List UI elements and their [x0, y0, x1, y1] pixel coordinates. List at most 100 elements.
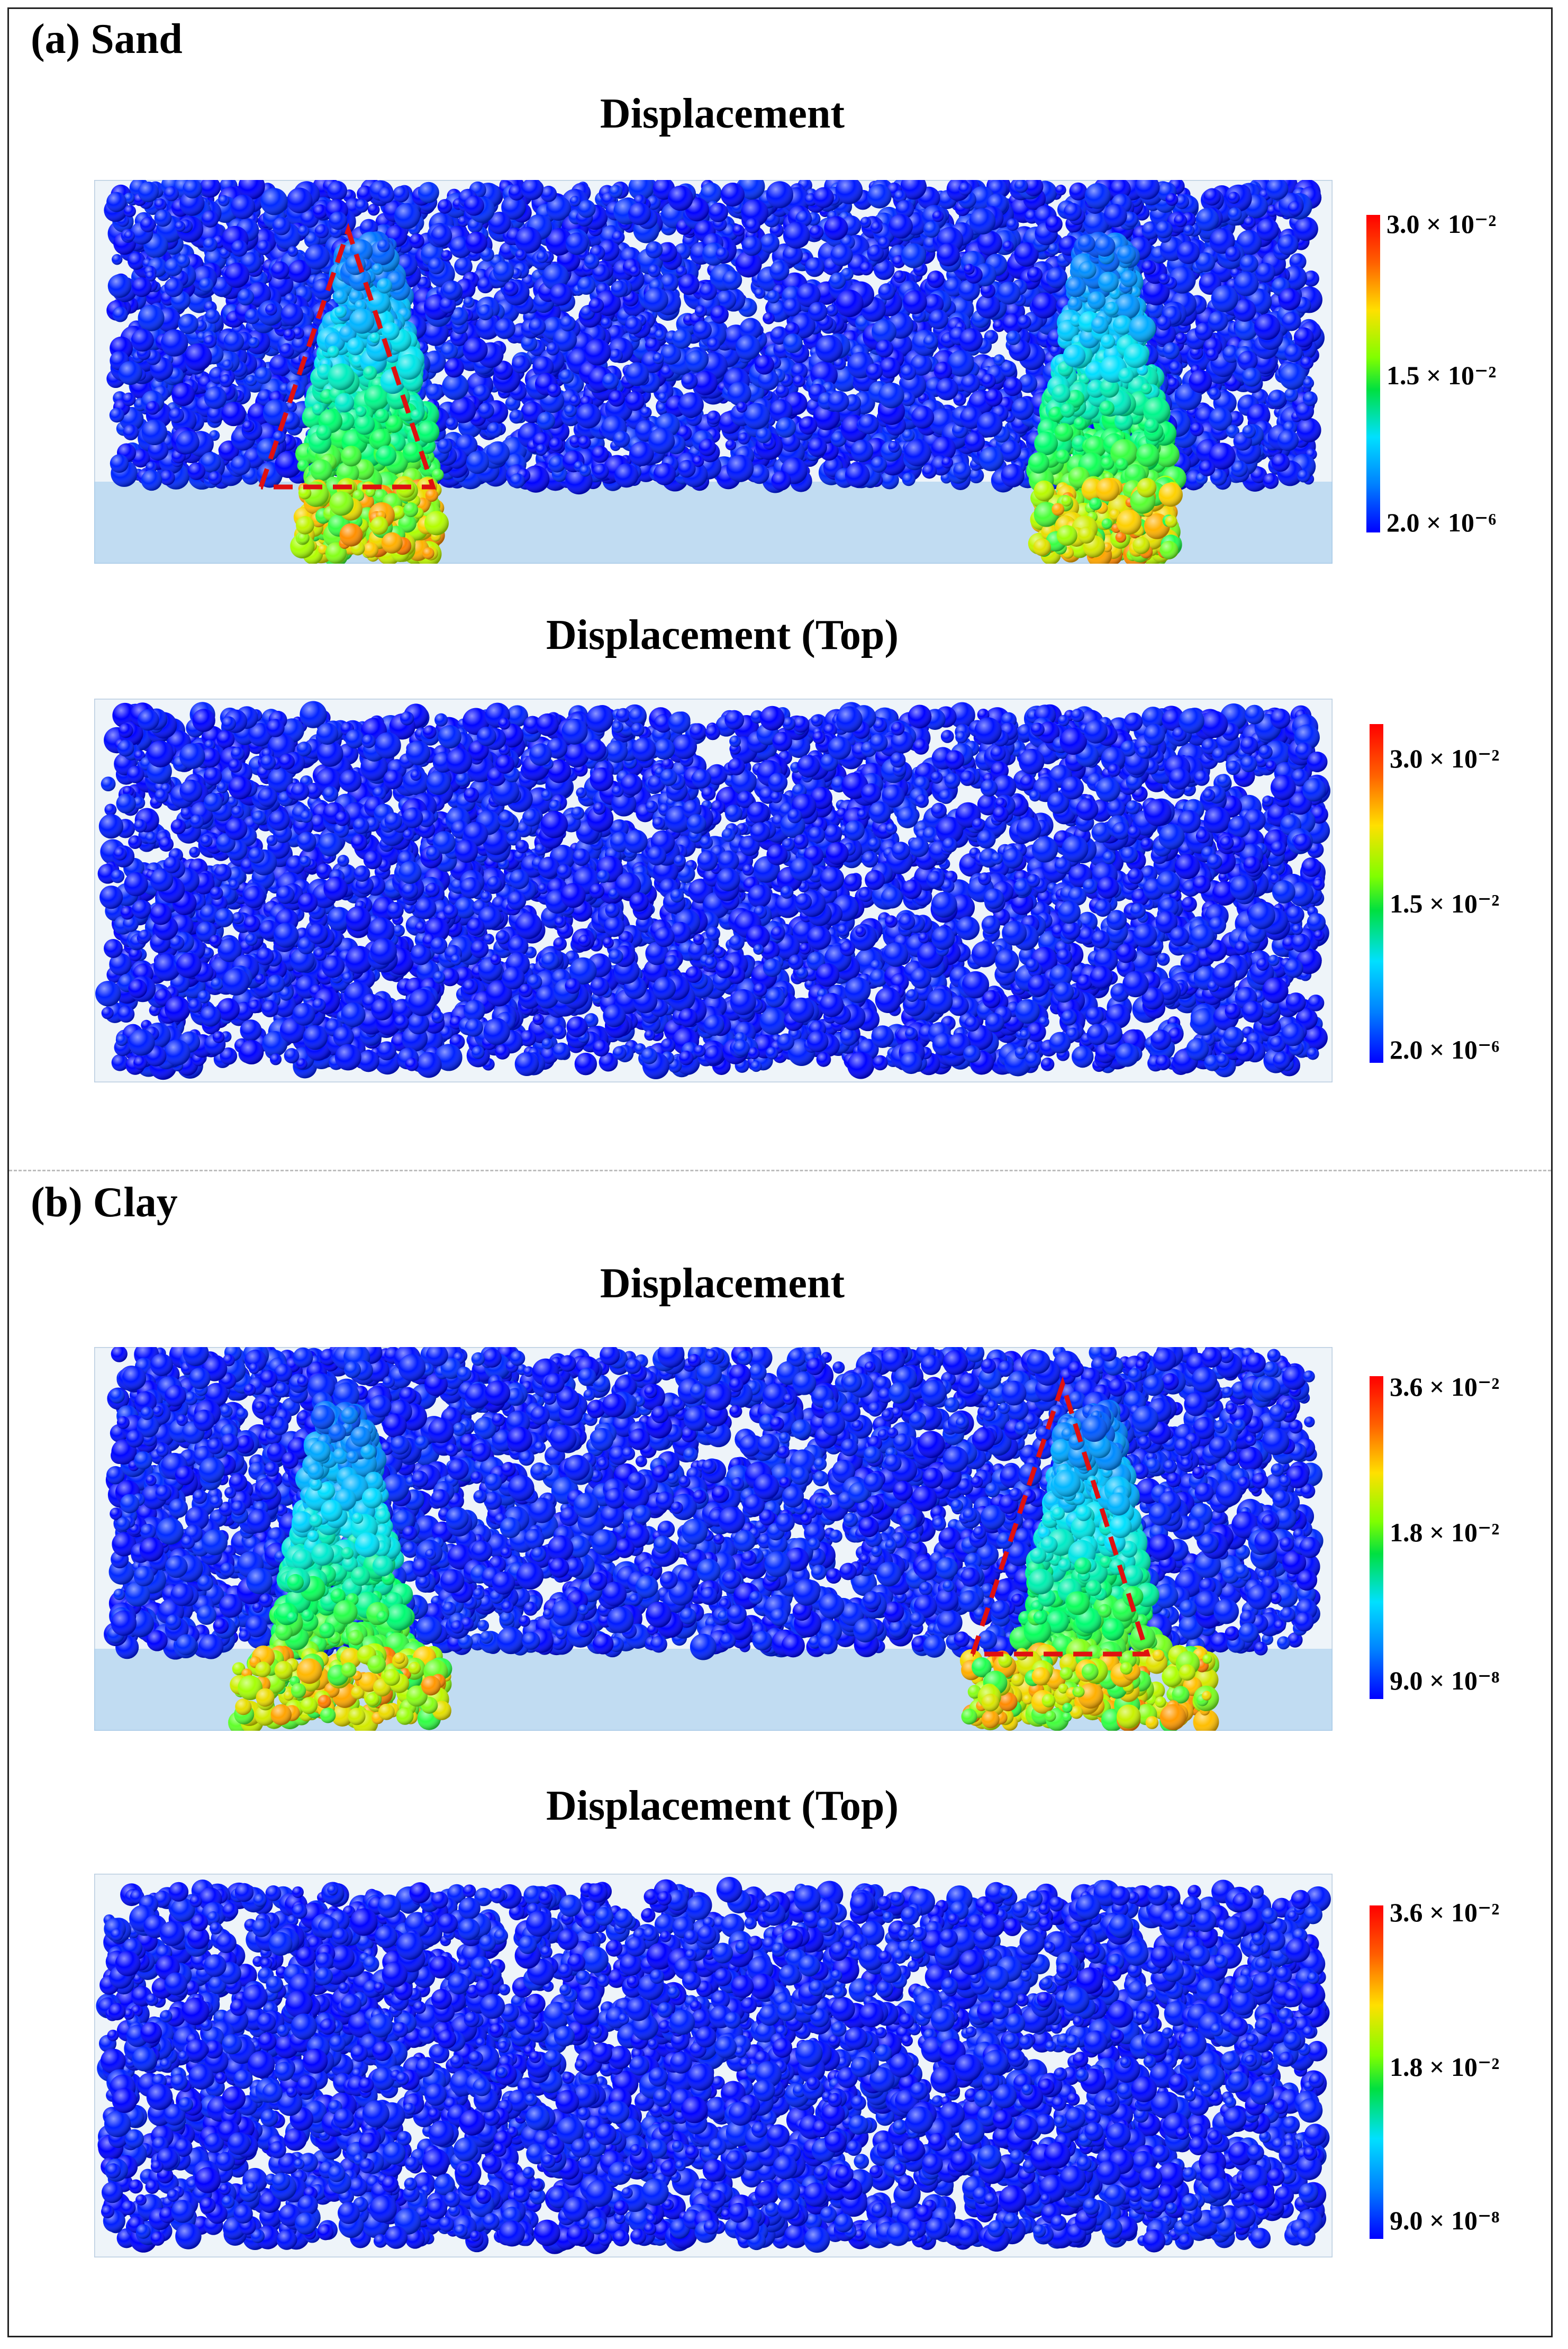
soil-particle — [699, 438, 717, 456]
soil-particle — [231, 240, 248, 257]
soil-particle — [146, 401, 160, 415]
soil-particle — [140, 216, 156, 232]
soil-particle — [417, 420, 440, 444]
soil-particle — [203, 335, 217, 348]
soil-particle — [1279, 363, 1306, 390]
soil-particle — [923, 221, 940, 238]
soil-particle — [127, 252, 146, 270]
soil-particle — [224, 263, 250, 288]
soil-particle — [132, 277, 152, 297]
soil-particle — [953, 462, 971, 480]
soil-particle — [1300, 356, 1314, 369]
soil-particle — [722, 270, 742, 290]
soil-particle — [775, 417, 796, 438]
soil-particle — [1104, 302, 1119, 316]
soil-particle — [614, 463, 639, 488]
soil-particle — [549, 437, 563, 452]
soil-particle — [1231, 460, 1248, 477]
soil-particle — [304, 244, 330, 270]
soil-particle — [977, 411, 1003, 438]
soil-particle — [205, 309, 220, 324]
soil-particle — [830, 243, 853, 267]
soil-particle — [141, 469, 162, 491]
soil-particle — [265, 303, 277, 316]
soil-particle — [297, 225, 310, 237]
soil-particle — [601, 317, 612, 329]
soil-particle — [629, 266, 641, 277]
soil-particle — [879, 357, 901, 378]
soil-particle — [314, 224, 329, 239]
soil-particle — [141, 419, 168, 446]
soil-particle — [296, 516, 314, 535]
soil-particle — [1034, 480, 1055, 502]
soil-particle — [706, 410, 721, 424]
soil-particle — [941, 457, 954, 468]
soil-particle — [1234, 271, 1259, 296]
soil-particle — [1078, 526, 1095, 544]
soil-particle — [509, 409, 524, 424]
soil-particle — [1006, 218, 1019, 231]
soil-particle — [466, 451, 490, 474]
soil-particle — [316, 424, 332, 440]
soil-particle — [813, 187, 834, 209]
soil-particle — [1208, 311, 1228, 332]
soil-particle — [176, 254, 191, 268]
soil-particle — [736, 402, 748, 413]
soil-particle — [923, 335, 938, 349]
soil-particle — [124, 230, 135, 241]
soil-particle — [648, 264, 661, 278]
soil-particle — [445, 417, 458, 430]
soil-particle — [327, 346, 340, 358]
soil-particle — [440, 342, 458, 360]
soil-particle — [131, 329, 154, 352]
soil-particle — [536, 444, 548, 456]
soil-particle — [579, 465, 591, 477]
soil-particle — [376, 278, 393, 294]
soil-particle — [738, 432, 750, 445]
soil-particle — [628, 202, 651, 225]
soil-particle — [515, 249, 527, 261]
soil-particle — [1203, 188, 1221, 206]
soil-particle — [237, 288, 255, 306]
soil-particle — [858, 414, 879, 435]
soil-particle — [1158, 482, 1183, 507]
soil-particle — [715, 247, 729, 261]
soil-particle — [221, 402, 246, 427]
soil-particle — [272, 217, 291, 236]
soil-particle — [287, 246, 298, 257]
soil-particle — [783, 222, 810, 249]
soil-particle — [465, 231, 487, 254]
soil-particle — [1033, 538, 1051, 556]
soil-particle — [159, 469, 175, 485]
soil-particle — [1167, 377, 1180, 390]
soil-particle — [1228, 207, 1242, 221]
soil-particle — [503, 281, 519, 296]
soil-particle — [118, 361, 142, 385]
soil-particle — [376, 445, 397, 466]
soil-particle — [171, 383, 195, 406]
soil-particle — [1073, 417, 1087, 430]
soil-particle — [878, 283, 895, 301]
soil-particle — [428, 257, 445, 275]
soil-particle — [763, 312, 775, 324]
soil-particle — [693, 320, 712, 340]
soil-particle — [1254, 314, 1281, 340]
soil-particle — [783, 298, 801, 317]
soil-particle — [611, 280, 628, 297]
soil-particle — [977, 230, 1002, 256]
soil-particle — [334, 306, 347, 318]
soil-particle — [804, 257, 825, 277]
soil-particle — [208, 471, 222, 485]
soil-particle — [808, 302, 828, 322]
soil-particle — [403, 502, 419, 518]
soil-particle — [902, 472, 916, 486]
soil-particle — [1056, 525, 1077, 546]
soil-particle — [329, 211, 347, 230]
soil-particle — [178, 313, 198, 335]
soil-particle — [741, 236, 762, 256]
soil-particle — [378, 187, 395, 203]
soil-particle — [333, 290, 348, 304]
soil-particle — [875, 339, 894, 358]
soil-particle — [578, 436, 591, 449]
soil-particle — [1000, 440, 1021, 461]
